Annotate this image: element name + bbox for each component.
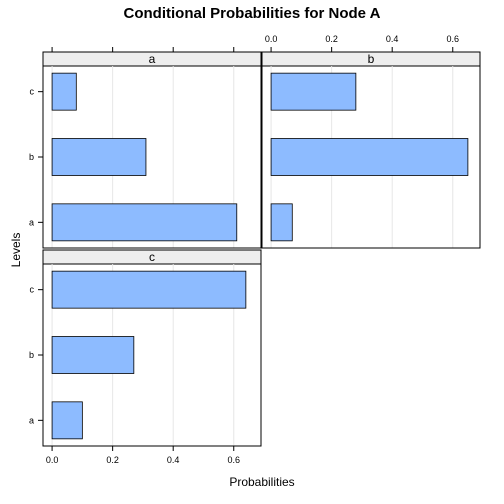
panel-border bbox=[42, 51, 262, 249]
panel-border bbox=[42, 249, 262, 447]
bar-c-a bbox=[51, 401, 83, 440]
panel-strip-label: c bbox=[149, 250, 155, 264]
y-tick-label: b bbox=[29, 350, 34, 360]
bar-b-c bbox=[270, 72, 357, 111]
panel-b: b 0.0 0.2 0.4 0.6 bbox=[261, 34, 481, 249]
x-tick-label: 0.2 bbox=[106, 455, 119, 465]
x-tick-label: 0.6 bbox=[227, 455, 240, 465]
panel-c: c 0.0 0.2 0.4 0.6 a b c bbox=[29, 249, 262, 465]
y-tick-label: a bbox=[29, 415, 34, 425]
bar-a-a bbox=[51, 203, 238, 242]
panel-border bbox=[261, 51, 481, 249]
x-axis-label: Probabilities bbox=[229, 475, 294, 489]
y-tick-label: a bbox=[29, 217, 34, 227]
y-axis-label: Levels bbox=[9, 233, 23, 268]
x-tick-label: 0.0 bbox=[265, 34, 278, 44]
panel-strip-label: a bbox=[149, 52, 156, 66]
bar-c-c bbox=[51, 270, 247, 309]
panel-strip-label: b bbox=[368, 52, 375, 66]
chart-title: Conditional Probabilities for Node A bbox=[124, 5, 381, 22]
bar-a-c bbox=[51, 72, 77, 111]
y-tick-label: b bbox=[29, 152, 34, 162]
x-tick-label: 0.6 bbox=[446, 34, 459, 44]
x-tick-label: 0.0 bbox=[46, 455, 59, 465]
x-tick-label: 0.4 bbox=[167, 455, 180, 465]
y-tick-label: c bbox=[30, 285, 35, 295]
bar-b-a bbox=[270, 203, 293, 242]
panels: a a b c b 0.0 0.2 0.4 0.6 c 0.0 0.2 0.4 0.6 a b c bbox=[29, 34, 481, 465]
bar-b-b bbox=[270, 138, 469, 176]
x-tick-label: 0.2 bbox=[325, 34, 338, 44]
bar-a-b bbox=[51, 138, 147, 176]
x-tick-label: 0.4 bbox=[386, 34, 399, 44]
y-tick-label: c bbox=[30, 87, 35, 97]
bar-c-b bbox=[51, 336, 135, 374]
panel-a: a a b c bbox=[29, 47, 262, 249]
